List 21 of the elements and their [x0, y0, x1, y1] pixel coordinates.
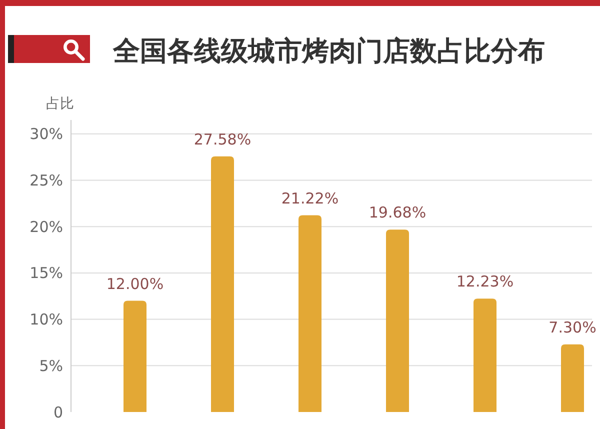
- data-label: 21.22%: [281, 189, 339, 208]
- y-tick-label: 10%: [30, 310, 63, 329]
- data-label: 7.30%: [548, 318, 596, 336]
- y-tick-label: 20%: [30, 218, 63, 236]
- data-label: 27.58%: [194, 130, 252, 148]
- data-label: 19.68%: [368, 204, 426, 222]
- y-axis-title: 占比: [46, 96, 74, 112]
- y-tick-label: 25%: [30, 172, 63, 190]
- bar: [124, 300, 146, 412]
- bar: [386, 230, 409, 412]
- y-tick-label: 15%: [30, 264, 63, 282]
- bar: [474, 298, 496, 412]
- bar: [211, 156, 234, 412]
- bar: [561, 344, 584, 412]
- y-tick-label: 30%: [30, 125, 63, 144]
- data-label: 12.00%: [106, 274, 164, 293]
- bar: [298, 215, 322, 412]
- data-label: 12.23%: [456, 272, 514, 291]
- y-tick-label: 0: [53, 403, 63, 422]
- chart-title: 全国各线级城市烤肉门店数占比分布: [112, 36, 545, 67]
- y-tick-label: 5%: [39, 356, 63, 375]
